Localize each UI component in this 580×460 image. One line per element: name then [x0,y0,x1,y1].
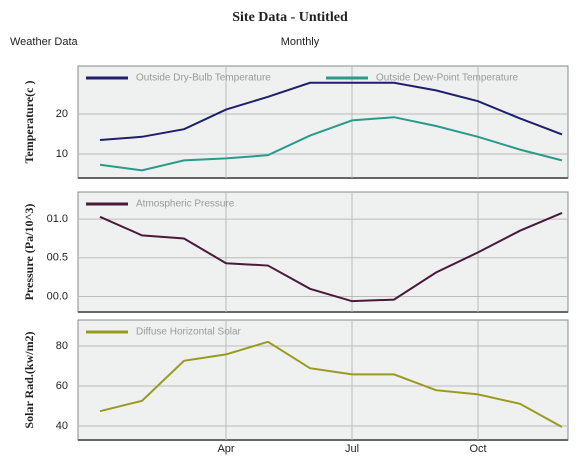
y-tick-label: 20 [56,108,68,120]
legend-label: Outside Dry-Bulb Temperature [136,73,271,84]
y-tick-label: 00.0 [47,290,68,302]
legend-label: Diffuse Horizontal Solar [136,327,242,338]
plot-area [77,65,569,179]
y-tick-label: 01.0 [47,213,68,225]
legend-label: Atmospheric Pressure [136,199,235,210]
series-line [99,81,563,141]
y-tick-label: 10 [56,148,68,160]
x-tick-label: Jul [345,443,359,455]
y-tick-label: 00.5 [47,252,68,264]
plot-area [77,319,569,441]
series-line [99,340,563,428]
plot-area [77,191,569,313]
y-axis-label: Solar Rad.(kw/m2) [22,331,36,428]
y-tick-label: 60 [56,380,68,392]
x-tick-label: Apr [217,443,234,455]
page-title: Site Data - Untitled [232,10,348,25]
y-axis-label: Pressure (Pa/10^3) [22,204,36,301]
y-tick-label: 80 [56,340,68,352]
period-label: Monthly [281,36,320,48]
legend-label: Outside Dew-Point Temperature [376,73,519,84]
series-line [99,116,563,172]
series-line [99,211,563,303]
dataset-label: Weather Data [10,36,79,48]
x-tick-label: Oct [469,443,486,455]
y-tick-label: 40 [56,420,68,432]
y-axis-label: Temperature(c ) [22,81,36,164]
